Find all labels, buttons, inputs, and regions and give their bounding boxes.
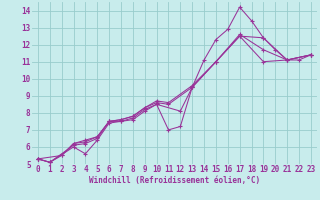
X-axis label: Windchill (Refroidissement éolien,°C): Windchill (Refroidissement éolien,°C) — [89, 176, 260, 185]
